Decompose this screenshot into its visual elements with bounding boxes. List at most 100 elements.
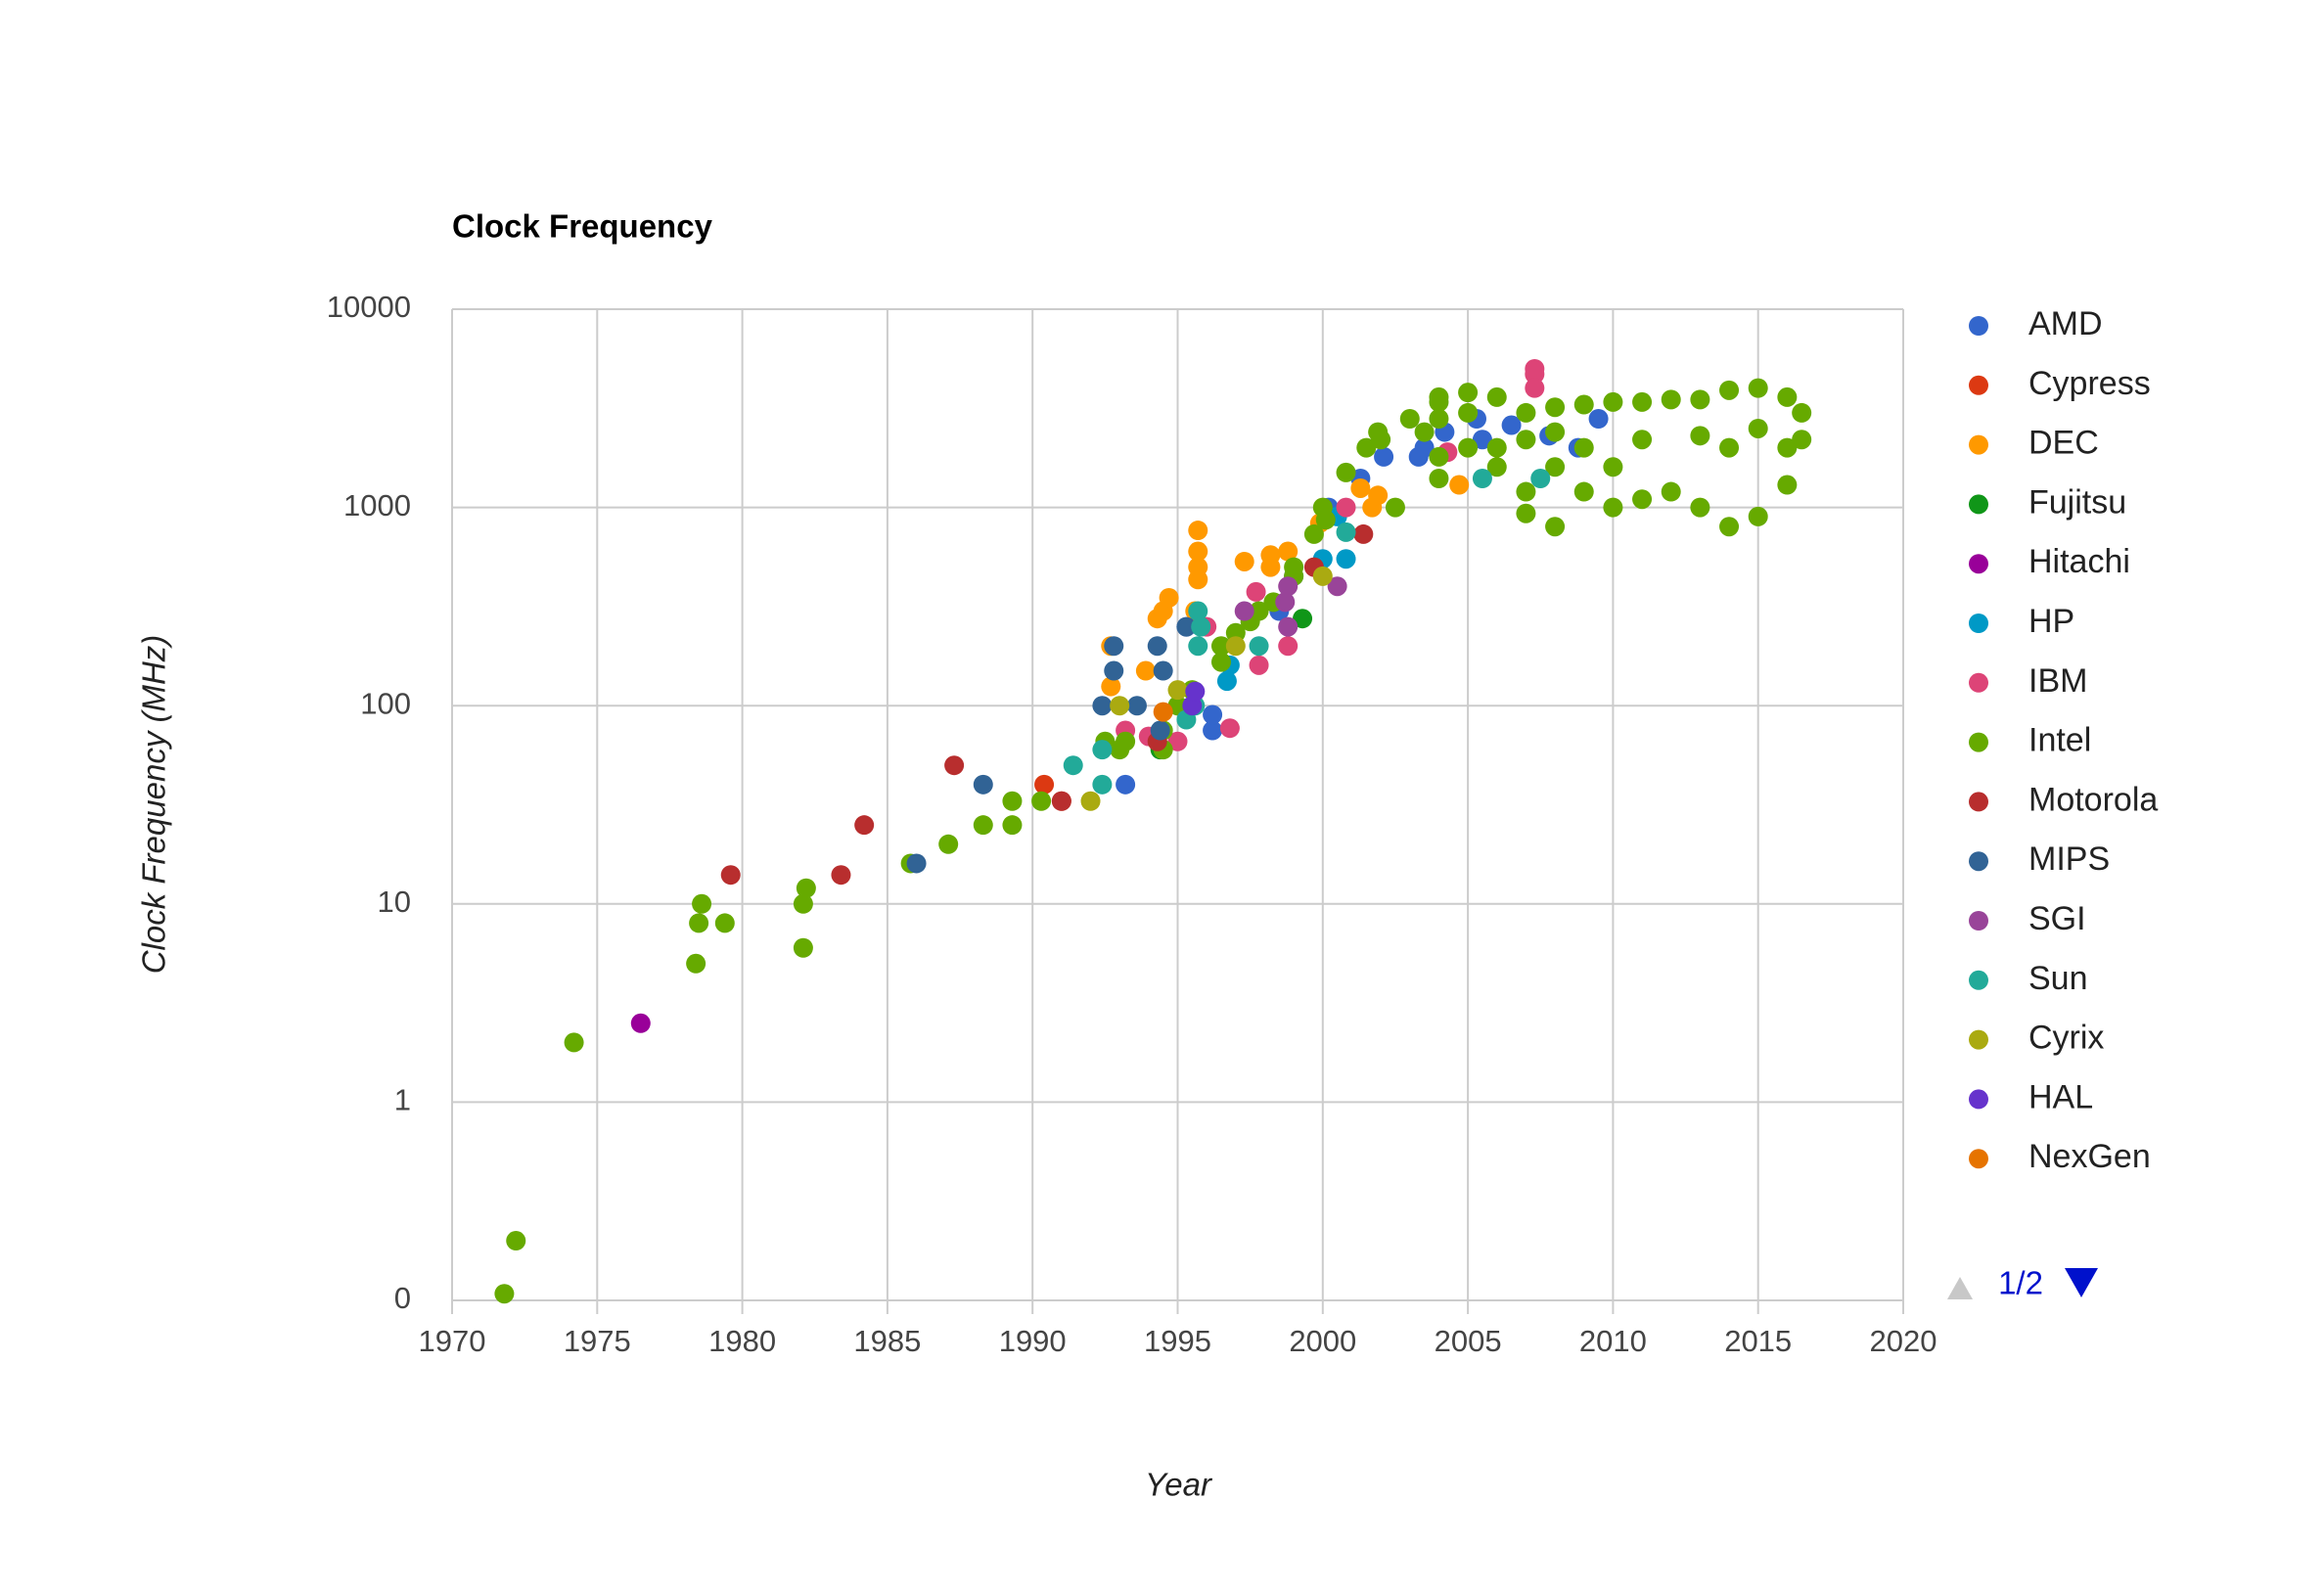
legend-page: 1/2 [1998, 1265, 2043, 1301]
point [1203, 704, 1223, 725]
point [1210, 636, 1231, 657]
point [1303, 523, 1324, 544]
x-tick-label: 2005 [1435, 1324, 1502, 1358]
legend-label: Motorola [2028, 781, 2158, 818]
point [973, 774, 993, 795]
point [1031, 791, 1052, 811]
point [1777, 386, 1798, 407]
point [1603, 391, 1623, 412]
point [1176, 616, 1197, 637]
point [630, 1013, 651, 1033]
point [1278, 541, 1299, 562]
legend-swatch [1969, 792, 1988, 812]
point [1167, 680, 1188, 701]
x-tick-label: 2010 [1579, 1324, 1647, 1358]
point [1278, 616, 1299, 637]
legend-swatch [1969, 316, 1988, 336]
point [1748, 378, 1768, 398]
point [906, 853, 927, 874]
point [796, 878, 816, 898]
point [1092, 740, 1113, 760]
point [1719, 437, 1740, 458]
point [1472, 430, 1492, 450]
point [1690, 389, 1710, 410]
point [1284, 557, 1304, 577]
point [1063, 755, 1083, 776]
point [1260, 545, 1281, 566]
point [1748, 418, 1768, 438]
point [1336, 522, 1356, 542]
point [1429, 468, 1449, 488]
point [1545, 517, 1566, 537]
legend-label: Cyrix [2028, 1020, 2104, 1057]
point [1429, 386, 1449, 407]
point [1216, 671, 1237, 692]
y-tick-label: 10000 [327, 290, 411, 324]
legend-swatch [1969, 851, 1988, 872]
point [1278, 636, 1299, 657]
point [1185, 681, 1206, 702]
chart-title: Clock Frequency [452, 208, 713, 245]
point [1530, 468, 1551, 488]
point [1545, 457, 1566, 477]
legend-label: Fujitsu [2028, 483, 2126, 521]
point [1573, 481, 1594, 502]
point [1792, 402, 1812, 423]
point [1429, 446, 1449, 467]
point [1092, 696, 1113, 716]
point [1399, 409, 1420, 430]
point [1449, 475, 1470, 495]
point [1792, 430, 1812, 450]
point [1516, 402, 1536, 423]
legend-swatch [1969, 613, 1988, 633]
x-tick-label: 2020 [1870, 1324, 1937, 1358]
point [1374, 446, 1394, 467]
point [1336, 497, 1356, 518]
point [1690, 426, 1710, 446]
point [1516, 503, 1536, 523]
point [1588, 409, 1609, 430]
point [1219, 718, 1240, 739]
point [1545, 422, 1566, 442]
point [1278, 576, 1299, 597]
point [1777, 437, 1798, 458]
legend-label: SGI [2028, 900, 2086, 937]
point [1632, 430, 1653, 450]
legend-swatch [1969, 732, 1988, 752]
x-tick-label: 2000 [1289, 1324, 1356, 1358]
point [1147, 636, 1167, 657]
point [1414, 437, 1435, 458]
point [1191, 616, 1211, 637]
point [1249, 636, 1269, 657]
x-tick-label: 1990 [999, 1324, 1067, 1358]
point [1385, 497, 1405, 518]
point [1632, 489, 1653, 510]
legend-next[interactable] [2065, 1268, 2098, 1297]
point [1312, 566, 1333, 586]
point [1458, 402, 1479, 423]
point [1116, 731, 1136, 751]
point [1632, 391, 1653, 412]
point [1336, 462, 1356, 482]
point [1188, 636, 1208, 657]
point [938, 834, 959, 854]
point [1034, 774, 1055, 795]
point [1414, 422, 1435, 442]
point [1092, 774, 1113, 795]
point [1525, 378, 1545, 398]
point [1777, 475, 1798, 495]
point [1486, 437, 1507, 458]
legend-label: AMD [2028, 305, 2103, 342]
legend-swatch [1969, 434, 1988, 455]
point [1188, 541, 1208, 562]
point [1104, 636, 1124, 657]
point [1188, 601, 1208, 621]
legend-label: MIPS [2028, 840, 2110, 878]
point [1188, 557, 1208, 577]
x-tick-label: 1975 [564, 1324, 631, 1358]
x-axis-label: Year [1145, 1467, 1213, 1503]
point [854, 815, 875, 836]
x-tick-label: 1995 [1144, 1324, 1211, 1358]
legend-prev[interactable] [1947, 1277, 1973, 1299]
